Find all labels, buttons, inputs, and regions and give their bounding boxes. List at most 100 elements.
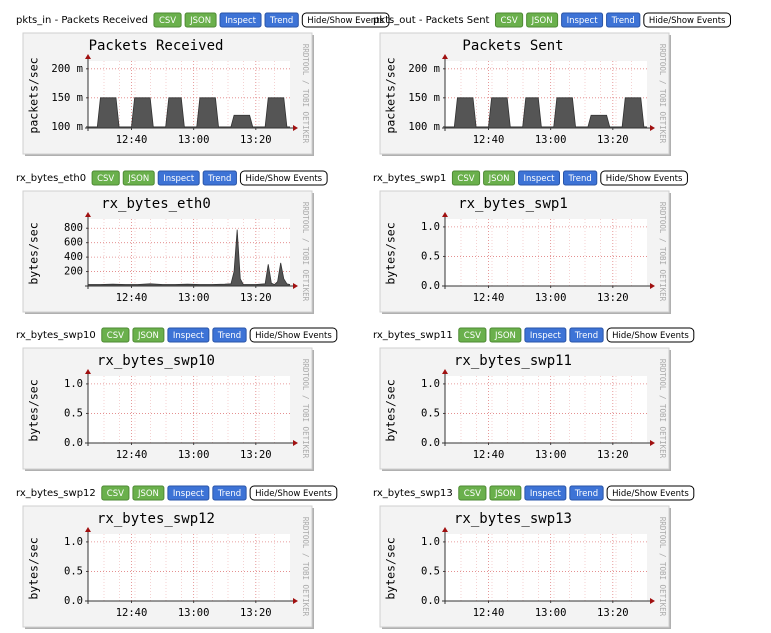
button-label[interactable]: CSV <box>500 16 517 26</box>
button-bg[interactable] <box>249 485 338 501</box>
button-bg[interactable] <box>606 485 695 501</box>
button-bg[interactable] <box>458 327 487 343</box>
button-bg[interactable] <box>184 12 217 28</box>
button[interactable]: CSV <box>494 12 524 28</box>
button-bg[interactable] <box>101 485 130 501</box>
button-label[interactable]: Trend <box>574 331 598 341</box>
button-bg[interactable] <box>526 12 559 28</box>
button-label[interactable]: Hide/Show Events <box>255 489 332 499</box>
button-label[interactable]: Hide/Show Events <box>649 16 726 26</box>
button-label[interactable]: JSON <box>494 489 516 499</box>
button-label[interactable]: CSV <box>107 489 124 499</box>
button-bg[interactable] <box>600 170 688 186</box>
button-label[interactable]: Trend <box>611 16 635 26</box>
button[interactable]: JSON <box>132 485 165 501</box>
button-label[interactable]: Inspect <box>567 16 599 26</box>
button-bg[interactable] <box>122 170 155 186</box>
button-bg[interactable] <box>569 485 604 501</box>
button-label[interactable]: JSON <box>127 174 149 184</box>
button-label[interactable]: Trend <box>269 16 293 26</box>
button-label[interactable]: JSON <box>494 331 516 341</box>
button[interactable]: Inspect <box>157 170 200 186</box>
button[interactable]: Hide/Show Events <box>606 485 695 501</box>
button[interactable]: Trend <box>212 327 247 343</box>
button[interactable]: JSON <box>526 12 559 28</box>
button-bg[interactable] <box>483 170 516 186</box>
button-bg[interactable] <box>153 12 182 28</box>
button-label[interactable]: Inspect <box>173 489 205 499</box>
button-bg[interactable] <box>518 170 560 186</box>
button-label[interactable]: CSV <box>464 489 481 499</box>
button[interactable]: JSON <box>122 170 155 186</box>
button-label[interactable]: JSON <box>189 16 211 26</box>
button[interactable]: JSON <box>132 327 165 343</box>
button[interactable]: Hide/Show Events <box>606 327 695 343</box>
button-bg[interactable] <box>249 327 338 343</box>
button[interactable]: JSON <box>489 327 522 343</box>
button-bg[interactable] <box>264 12 299 28</box>
button-bg[interactable] <box>606 12 641 28</box>
button[interactable]: Trend <box>569 485 604 501</box>
button[interactable]: Inspect <box>167 327 210 343</box>
button-bg[interactable] <box>563 170 598 186</box>
button-bg[interactable] <box>212 485 247 501</box>
button-label[interactable]: Trend <box>568 174 592 184</box>
button[interactable]: CSV <box>458 327 487 343</box>
button[interactable]: Trend <box>212 485 247 501</box>
button-bg[interactable] <box>167 327 210 343</box>
button-bg[interactable] <box>212 327 247 343</box>
button[interactable]: Inspect <box>518 170 560 186</box>
button[interactable]: CSV <box>101 327 130 343</box>
button-label[interactable]: Hide/Show Events <box>612 489 689 499</box>
button-bg[interactable] <box>157 170 200 186</box>
button-label[interactable]: Inspect <box>225 16 257 26</box>
button-label[interactable]: Trend <box>217 489 241 499</box>
button-label[interactable]: Inspect <box>530 331 562 341</box>
button-label[interactable]: Inspect <box>163 174 195 184</box>
button-label[interactable]: CSV <box>457 174 474 184</box>
button-label[interactable]: Hide/Show Events <box>307 16 384 26</box>
button-label[interactable]: Trend <box>217 331 241 341</box>
button-bg[interactable] <box>451 170 481 186</box>
button-bg[interactable] <box>606 327 695 343</box>
button-label[interactable]: Hide/Show Events <box>612 331 689 341</box>
button-label[interactable]: Inspect <box>524 174 556 184</box>
button-bg[interactable] <box>219 12 262 28</box>
button[interactable]: JSON <box>489 485 522 501</box>
button-bg[interactable] <box>489 327 522 343</box>
button-bg[interactable] <box>239 170 328 186</box>
button-bg[interactable] <box>132 485 165 501</box>
button-label[interactable]: Inspect <box>173 331 205 341</box>
button-label[interactable]: JSON <box>531 16 553 26</box>
button-bg[interactable] <box>569 327 604 343</box>
button[interactable]: Trend <box>606 12 641 28</box>
button[interactable]: Trend <box>563 170 598 186</box>
button-label[interactable]: Hide/Show Events <box>255 331 332 341</box>
button[interactable]: Hide/Show Events <box>239 170 328 186</box>
button[interactable]: Inspect <box>561 12 604 28</box>
button-label[interactable]: CSV <box>97 174 114 184</box>
button[interactable]: Hide/Show Events <box>301 12 390 28</box>
button-bg[interactable] <box>489 485 522 501</box>
button-label[interactable]: CSV <box>464 331 481 341</box>
button[interactable]: JSON <box>483 170 516 186</box>
button-label[interactable]: JSON <box>137 331 159 341</box>
button[interactable]: Hide/Show Events <box>600 170 688 186</box>
button-bg[interactable] <box>167 485 210 501</box>
button-bg[interactable] <box>561 12 604 28</box>
button[interactable]: CSV <box>91 170 120 186</box>
button-label[interactable]: CSV <box>107 331 124 341</box>
button-label[interactable]: JSON <box>488 174 510 184</box>
button-label[interactable]: Inspect <box>530 489 562 499</box>
button-label[interactable]: JSON <box>137 489 159 499</box>
button-bg[interactable] <box>494 12 524 28</box>
button-label[interactable]: Hide/Show Events <box>606 174 683 184</box>
button[interactable]: CSV <box>153 12 182 28</box>
button[interactable]: Trend <box>264 12 299 28</box>
button[interactable]: Inspect <box>524 485 567 501</box>
button-bg[interactable] <box>101 327 130 343</box>
button[interactable]: Inspect <box>219 12 262 28</box>
button[interactable]: Hide/Show Events <box>643 12 731 28</box>
button-label[interactable]: Trend <box>207 174 231 184</box>
button-bg[interactable] <box>202 170 237 186</box>
